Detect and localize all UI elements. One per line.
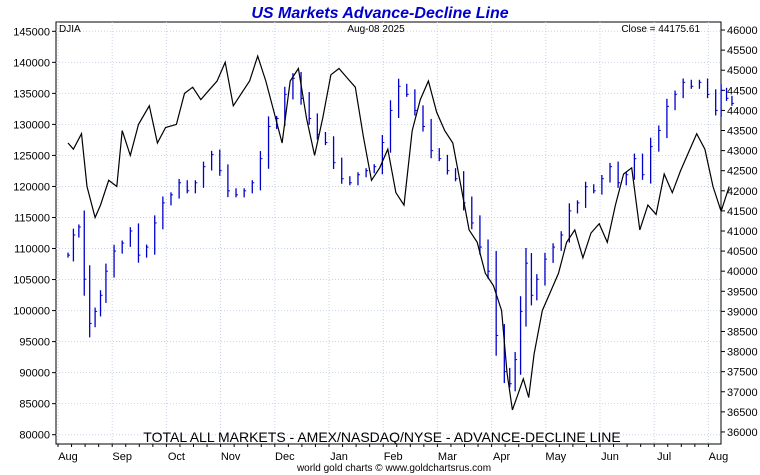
credit-label: world gold charts © www.goldchartsrus.co… bbox=[296, 463, 491, 474]
right-tick-label: 45500 bbox=[727, 45, 758, 57]
x-tick-label: Dec bbox=[275, 451, 295, 463]
left-tick-label: 110000 bbox=[14, 244, 50, 256]
left-y-axis: 80000 85000 90000 95000 100000 105000 110000 11… bbox=[13, 26, 56, 442]
x-tick-label: Apr bbox=[493, 451, 510, 463]
right-tick-label: 38000 bbox=[727, 347, 758, 359]
right-tick-label: 43500 bbox=[727, 126, 758, 138]
chart-title: US Markets Advance-Decline Line bbox=[251, 5, 508, 22]
left-tick-label: 125000 bbox=[13, 150, 50, 162]
left-tick-label: 115000 bbox=[14, 212, 50, 224]
right-tick-label: 45000 bbox=[727, 65, 758, 77]
left-tick-label: 135000 bbox=[13, 88, 50, 100]
right-tick-label: 38500 bbox=[727, 326, 758, 338]
right-tick-label: 44500 bbox=[727, 85, 758, 97]
x-tick-label: Aug bbox=[709, 451, 729, 463]
right-tick-label: 39500 bbox=[727, 286, 758, 298]
left-tick-label: 80000 bbox=[19, 430, 50, 442]
right-tick-label: 36500 bbox=[727, 407, 758, 419]
right-tick-label: 44000 bbox=[727, 105, 758, 117]
x-axis: Aug Sep Oct Nov Dec Jan Feb Mar Apr May Jun Jul Aug bbox=[57, 444, 729, 463]
x-tick-label: Oct bbox=[168, 451, 185, 463]
advance-decline-series-line bbox=[67, 54, 730, 411]
right-tick-label: 43000 bbox=[727, 146, 758, 158]
right-tick-label: 46000 bbox=[727, 25, 758, 37]
right-tick-label: 39000 bbox=[727, 306, 758, 318]
djia-series bbox=[67, 71, 734, 392]
x-tick-label: Feb bbox=[384, 451, 403, 463]
x-tick-label: Jan bbox=[330, 451, 348, 463]
x-tick-label: Mar bbox=[438, 451, 457, 463]
plot-area bbox=[55, 21, 722, 445]
left-tick-label: 105000 bbox=[13, 275, 50, 287]
right-y-axis: 36000 36500 37000 37500 38000 38500 39000 39500… bbox=[721, 25, 758, 439]
ticker-label: DJIA bbox=[59, 24, 81, 35]
left-tick-label: 90000 bbox=[19, 368, 50, 380]
grid bbox=[56, 22, 721, 444]
right-tick-label: 42000 bbox=[727, 186, 758, 198]
right-tick-label: 40000 bbox=[727, 266, 758, 278]
left-tick-label: 140000 bbox=[13, 57, 50, 69]
right-tick-label: 36000 bbox=[727, 427, 758, 439]
x-tick-label: Sep bbox=[112, 451, 132, 463]
right-tick-label: 40500 bbox=[727, 246, 758, 258]
right-tick-label: 41000 bbox=[727, 226, 758, 238]
date-label: Aug-08 2025 bbox=[347, 24, 405, 35]
x-tick-label: Jun bbox=[601, 451, 619, 463]
right-tick-label: 42500 bbox=[727, 166, 758, 178]
left-tick-label: 120000 bbox=[13, 181, 50, 193]
footer-label: TOTAL ALL MARKETS - AMEX/NASDAQ/NYSE - A… bbox=[143, 429, 620, 445]
x-tick-label: Aug bbox=[58, 451, 78, 463]
left-tick-label: 100000 bbox=[13, 306, 50, 318]
close-label: Close = 44175.61 bbox=[621, 24, 700, 35]
left-tick-label: 145000 bbox=[13, 26, 50, 38]
right-tick-label: 37000 bbox=[727, 387, 758, 399]
x-tick-label: May bbox=[545, 451, 566, 463]
left-tick-label: 130000 bbox=[13, 119, 50, 131]
right-tick-label: 41500 bbox=[727, 206, 758, 218]
left-tick-label: 85000 bbox=[19, 399, 50, 411]
x-tick-label: Nov bbox=[221, 451, 241, 463]
right-tick-label: 37500 bbox=[727, 367, 758, 379]
left-tick-label: 95000 bbox=[19, 337, 50, 349]
x-tick-label: Jul bbox=[657, 451, 671, 463]
